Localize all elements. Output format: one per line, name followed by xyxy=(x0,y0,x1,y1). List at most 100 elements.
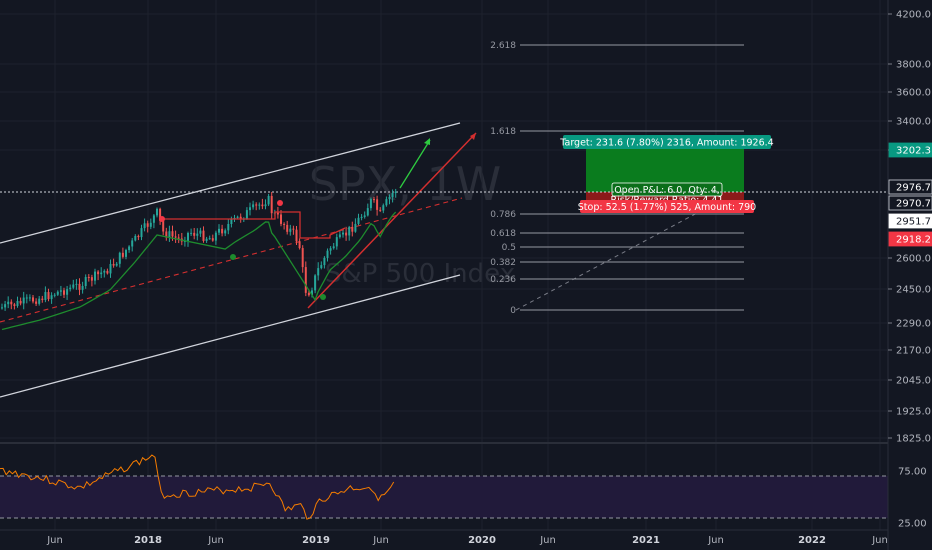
candle-body xyxy=(177,237,180,239)
candle-body xyxy=(385,199,388,206)
red-trend-arrow[interactable] xyxy=(307,132,477,309)
candle-body xyxy=(345,232,348,236)
candle-body xyxy=(332,246,335,249)
rsi-axis[interactable]: 75.00 25.00 xyxy=(898,467,927,530)
buy-marker[interactable] xyxy=(230,254,236,260)
price-axis[interactable]: 4200.03800.03600.03400.03200.02600.02450… xyxy=(888,10,932,445)
candle-body xyxy=(100,272,103,275)
candle-body xyxy=(47,292,50,300)
candle-body xyxy=(298,241,301,249)
candle-body xyxy=(227,223,230,231)
candle-body xyxy=(128,246,131,251)
candle-body xyxy=(289,228,292,232)
candle-body xyxy=(112,263,115,266)
candle-body xyxy=(16,300,19,306)
price-badge-label: 2970.7 xyxy=(896,199,931,210)
candle-body xyxy=(320,265,323,269)
candle-body xyxy=(363,215,366,217)
time-tick-label: 2020 xyxy=(468,535,496,546)
grid xyxy=(0,0,888,530)
dashed-trend-line[interactable] xyxy=(0,197,463,323)
candle-body xyxy=(208,238,211,240)
rsi-tick-label: 25.00 xyxy=(898,519,927,530)
candle-body xyxy=(369,199,372,209)
candle-body xyxy=(81,286,84,290)
candle-body xyxy=(258,204,261,206)
candle-body xyxy=(146,223,149,227)
candle-body xyxy=(38,298,41,304)
channel-lower-line[interactable] xyxy=(0,274,461,398)
candle-body xyxy=(382,205,385,211)
channel-upper-line[interactable] xyxy=(0,122,461,244)
candle-body xyxy=(304,267,307,293)
candle-body xyxy=(159,208,162,221)
candle-body xyxy=(63,290,65,295)
candle-body xyxy=(283,223,286,225)
candle-body xyxy=(171,231,174,237)
candle-body xyxy=(314,275,317,291)
price-badge-label: 2951.7 xyxy=(896,217,931,228)
candle-body xyxy=(56,291,59,295)
candle-body xyxy=(252,204,255,208)
fibonacci-extension[interactable]: 2.618 1.618 0.786 0.618 0.5 0.382 0.236 0 xyxy=(490,41,744,316)
buy-marker[interactable] xyxy=(320,294,326,300)
candle-body xyxy=(211,238,214,241)
fib-level-label: 0.5 xyxy=(502,243,516,253)
trailing-stop-green xyxy=(1,211,397,331)
candle-body xyxy=(280,214,282,224)
price-tick-label: 2600.0 xyxy=(896,254,931,265)
time-axis[interactable]: Jun 2018 Jun 2019 Jun 2020 Jun 2021 Jun 2022 Jun xyxy=(46,535,888,546)
candle-body xyxy=(255,204,258,206)
candle-body xyxy=(115,263,118,266)
candle-body xyxy=(35,301,38,304)
candle-body xyxy=(13,304,16,306)
candle-body xyxy=(165,231,168,238)
candle-body xyxy=(230,218,233,224)
watermark-symbol: SPX, 1W xyxy=(309,157,501,211)
candle-body xyxy=(1,307,3,309)
candle-body xyxy=(19,300,22,304)
candle-body xyxy=(59,290,62,292)
candle-body xyxy=(50,295,53,300)
candle-body xyxy=(270,195,273,214)
candle-body xyxy=(196,233,199,236)
price-tick-label: 2290.0 xyxy=(896,319,931,330)
candle-body xyxy=(10,301,13,305)
candle-body xyxy=(360,216,363,218)
price-tick-label: 2045.0 xyxy=(896,376,931,387)
candle-body xyxy=(168,231,171,238)
candle-body xyxy=(311,290,313,296)
time-tick-label: Jun xyxy=(372,535,389,546)
candle-body xyxy=(354,223,357,232)
watermark-name: S&P 500 Index xyxy=(325,259,515,289)
candle-body xyxy=(4,304,7,308)
candle-body xyxy=(78,283,81,290)
price-tick-label: 4200.0 xyxy=(896,10,931,21)
candle-body xyxy=(292,228,295,230)
candle-body xyxy=(94,271,96,281)
candle-body xyxy=(41,298,44,300)
candle-body xyxy=(118,252,121,264)
candle-body xyxy=(267,195,270,205)
candle-body xyxy=(214,232,217,241)
green-arrow-head xyxy=(424,138,430,145)
sell-marker[interactable] xyxy=(277,200,283,206)
candle-body xyxy=(276,212,279,215)
candle-body xyxy=(357,217,360,224)
time-tick-label: 2019 xyxy=(302,535,330,546)
candle-body xyxy=(103,270,106,273)
time-tick-label: Jun xyxy=(207,535,224,546)
candle-body xyxy=(261,204,264,207)
sell-marker[interactable] xyxy=(159,216,165,222)
price-badge-label: 2918.2 xyxy=(896,235,931,246)
candle-body xyxy=(307,292,310,296)
candle-body xyxy=(379,209,382,211)
candle-body xyxy=(121,252,124,257)
candle-body xyxy=(373,199,375,201)
fib-level-label: 1.618 xyxy=(490,127,516,137)
green-projection-arrow[interactable] xyxy=(399,139,431,189)
fib-level-label: 2.618 xyxy=(490,41,516,51)
candle-body xyxy=(376,199,379,210)
rsi-line[interactable] xyxy=(0,454,395,520)
